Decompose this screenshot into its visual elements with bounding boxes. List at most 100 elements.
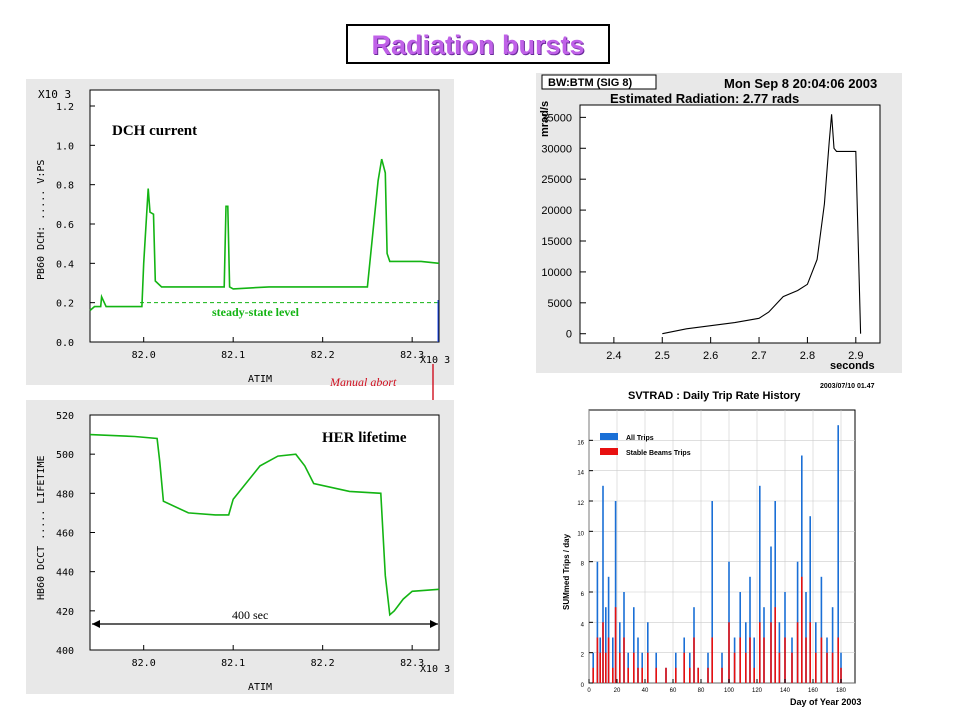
stable-beams-bar [596, 637, 599, 683]
y-tick-label: 0.6 [56, 220, 74, 231]
stable-beams-bar [796, 622, 799, 683]
stable-beams-bar [831, 652, 834, 683]
stable-beams-bar [763, 637, 765, 683]
x-tick-label: 82.3 [400, 658, 424, 669]
y-tick-label: 16 [577, 440, 584, 446]
stable-beams-bar [784, 637, 786, 683]
stable-beams-bar [753, 667, 755, 683]
stable-beams-bar [612, 667, 614, 683]
all-trips-bar [633, 607, 635, 683]
stable-beams-bar [728, 622, 730, 683]
all-trips-bar [809, 516, 811, 683]
x-tick-label: 0 [587, 688, 591, 694]
all-trips-bar [774, 501, 776, 683]
stable-beams-bar [592, 667, 594, 683]
slide-title: Radiation bursts [371, 30, 585, 60]
all-trips-bar [778, 622, 781, 683]
stable-beams-bar [801, 576, 803, 683]
y-tick-label: 400 [56, 646, 74, 657]
stable-beams-bar [675, 667, 677, 683]
chart-title: SVTRAD : Daily Trip Rate History [628, 390, 801, 402]
all-trips-bar [770, 546, 772, 683]
plot-frame [579, 104, 881, 344]
y-tick-label: 8 [581, 562, 585, 568]
all-trips-bar [815, 622, 817, 683]
radiation-trace [662, 114, 862, 335]
stable-beams-bar [840, 667, 842, 683]
stable-beams-bar [689, 667, 691, 683]
stable-beams-bar [605, 652, 607, 683]
x-tick-label: 2.7 [751, 350, 766, 362]
y-axis-label: PB60 DCH: ..... V:PS [36, 160, 47, 280]
chart-title: DCH current [112, 123, 197, 139]
x-axis-label: ATIM [248, 682, 272, 693]
timestamp: Mon Sep 8 20:04:06 2003 [724, 76, 877, 91]
x-tick-label: 2.5 [655, 350, 670, 362]
stable-beams-bar [614, 607, 617, 683]
plot-frame [89, 89, 440, 343]
x-tick-label: 160 [808, 688, 819, 694]
x-tick-label: 82.0 [132, 658, 156, 669]
stable-beams-bar [602, 622, 604, 683]
y-tick-label: 15000 [541, 236, 572, 248]
stable-beams-bar [607, 637, 610, 683]
radiation-panel: BW:BTM (SIG 8) Mon Sep 8 20:04:06 2003 E… [536, 73, 902, 373]
y-axis-label: SUMmed Trips / day [562, 533, 571, 610]
stable-beams-bar [633, 652, 635, 683]
all-trips-bar [605, 607, 607, 683]
stable-beams-bar [759, 622, 761, 683]
timestamp: 2003/07/10 01.47 [820, 383, 875, 390]
x-axis-label: Day of Year 2003 [790, 697, 861, 707]
y-tick-label: 0 [581, 683, 585, 689]
slide-title-box: Radiation bursts [346, 24, 610, 64]
y-tick-label: 440 [56, 568, 74, 579]
y-tick-label: 4 [581, 622, 585, 628]
stable-beams-bar [749, 637, 751, 683]
x-tick-label: 82.2 [311, 350, 335, 361]
y-tick-label: 0.4 [56, 259, 74, 270]
y-tick-label: 10 [577, 531, 584, 537]
x-tick-label: 180 [836, 688, 847, 694]
stable-beams-bar [837, 637, 839, 683]
stable-beams-bar [647, 652, 649, 683]
all-trips-bar [612, 637, 614, 683]
y-tick-label: 25000 [541, 174, 572, 186]
x-tick-label: 120 [752, 688, 763, 694]
y-tick-label: 1.0 [56, 141, 74, 152]
y-tick-label: 5000 [548, 298, 572, 310]
legend-label-all-trips: All Trips [626, 435, 654, 442]
all-trips-bar [647, 622, 649, 683]
x-tick-label: 60 [670, 688, 677, 694]
chart-title: HER lifetime [322, 430, 407, 446]
all-trips-bar [596, 561, 599, 683]
x-tick-label: 82.2 [311, 658, 335, 669]
y-tick-label: 2 [581, 653, 585, 659]
stable-beams-bar [655, 667, 657, 683]
stable-beams-bar [697, 667, 699, 683]
all-trips-bar [711, 501, 713, 683]
dch-current-panel: X10 3 DCH current PB60 DCH: ..... V:PS A… [26, 79, 454, 385]
her-lifetime-panel: HER lifetime HB60 DCCT ..... LIFETIME AT… [26, 400, 454, 694]
stable-beams-bar [805, 637, 807, 683]
y-tick-label: 480 [56, 489, 74, 500]
stable-beams-bar [733, 652, 736, 683]
y-tick-label: 0.0 [56, 338, 74, 349]
y-tick-label: 14 [577, 471, 584, 477]
all-trips-bar [619, 622, 621, 683]
stable-beams-bar [665, 667, 667, 683]
x-tick-label: 20 [614, 688, 621, 694]
stable-beams-bar [623, 637, 625, 683]
x-tick-label: 2.9 [848, 350, 863, 362]
legend-swatch-all-trips [600, 433, 618, 440]
y-tick-label: 0.2 [56, 299, 74, 310]
y-tick-label: 30000 [541, 143, 572, 155]
stable-beams-bar [721, 667, 723, 683]
x-tick-label: 40 [642, 688, 649, 694]
y-tick-label: 460 [56, 529, 74, 540]
y-tick-label: 35000 [541, 112, 572, 124]
dch-current-trace [89, 158, 440, 312]
stable-beams-bar [809, 622, 811, 683]
x-exponent-label: X10 3 [420, 664, 450, 675]
x-tick-label: 2.8 [800, 350, 815, 362]
stable-beams-bar [641, 667, 643, 683]
